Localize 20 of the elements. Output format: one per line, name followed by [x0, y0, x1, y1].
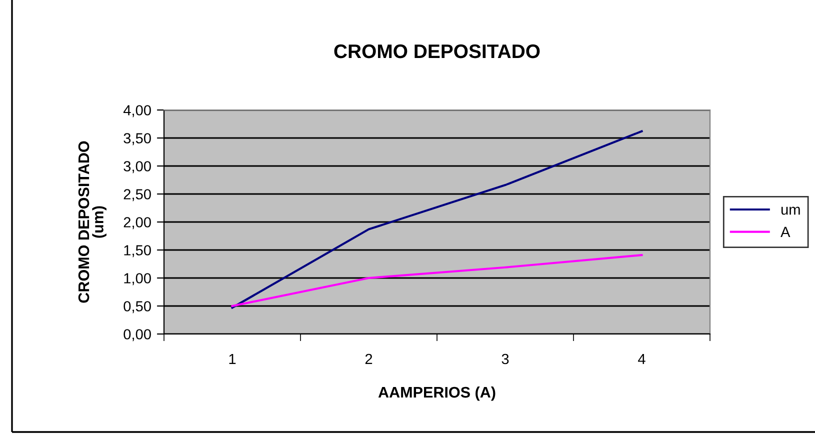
legend-label: um [781, 206, 800, 215]
x-tick-label: 1 [229, 354, 236, 364]
y-tick-label: 4,00 [123, 105, 151, 118]
y-tick-label: 1,50 [124, 245, 151, 258]
x-tick-label: 2 [365, 354, 372, 364]
legend-label: A [780, 226, 790, 237]
y-tick-label: 2,50 [124, 189, 151, 202]
line-series [231, 254, 643, 308]
x-axis-title: AAMPERIOS (A) [378, 386, 496, 401]
y-axis-title: CROMO DEPOSITADO (um) [78, 141, 106, 303]
y-tick-label: 0,00 [124, 329, 151, 342]
y-tick-label: 1,00 [124, 273, 151, 286]
x-tick-label: 4 [638, 354, 646, 364]
line-series [231, 130, 643, 309]
chart-title: CROMO DEPOSITADO [334, 44, 540, 58]
y-tick-label: 3,50 [124, 133, 151, 146]
y-tick-label: 0,50 [124, 301, 151, 314]
y-tick-label: 2,00 [124, 217, 151, 230]
y-tick-label: 3,00 [124, 161, 151, 174]
x-tick-label: 3 [502, 354, 509, 364]
